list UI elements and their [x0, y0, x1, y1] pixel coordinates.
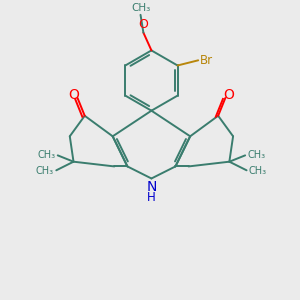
Text: CH₃: CH₃	[249, 166, 267, 176]
Text: O: O	[223, 88, 234, 102]
Text: CH₃: CH₃	[36, 166, 54, 176]
Text: CH₃: CH₃	[248, 150, 266, 160]
Text: Br: Br	[200, 54, 213, 67]
Text: CH₃: CH₃	[131, 3, 150, 14]
Text: N: N	[146, 180, 157, 194]
Text: CH₃: CH₃	[37, 150, 56, 160]
Text: H: H	[147, 190, 156, 203]
Text: O: O	[69, 88, 80, 102]
Text: O: O	[139, 19, 148, 32]
